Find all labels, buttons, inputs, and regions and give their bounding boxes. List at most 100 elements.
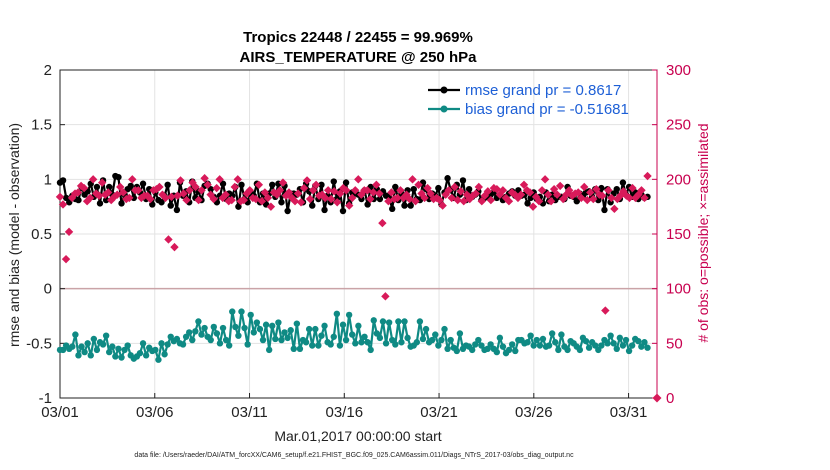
obs-count-point [498, 186, 508, 195]
bias-point [376, 334, 384, 342]
y-tick-label: 0.5 [31, 226, 52, 243]
obs-count-point [320, 193, 330, 203]
bias-point [558, 331, 565, 338]
rmse-point [158, 199, 165, 206]
bias-point [456, 330, 464, 337]
y-right-tick-label: 100 [666, 281, 691, 298]
obs-count-point [375, 189, 384, 198]
rmse-point [435, 184, 442, 192]
bias-point [90, 335, 98, 343]
bias-point [136, 349, 144, 357]
obs-count-point [468, 191, 477, 200]
obs-count-point [311, 180, 321, 189]
obs-count-point [580, 182, 589, 192]
bias-point [327, 341, 334, 348]
bias-point [555, 346, 562, 354]
obs-count-point [558, 194, 568, 204]
y-tick-label: 2 [44, 62, 52, 79]
obs-count-point [164, 235, 173, 244]
obs-count-point [299, 183, 309, 193]
obs-count-point [408, 175, 417, 184]
obs-count-point [323, 186, 333, 195]
obs-count-point [601, 306, 610, 315]
obs-count-point [143, 191, 152, 200]
bias-point [364, 339, 371, 346]
bias-point [416, 318, 424, 325]
obs-count-point [155, 182, 164, 192]
legend-bias-label: bias grand pr = -0.51681 [465, 101, 629, 118]
obs-count-point [275, 186, 285, 195]
bias-point [296, 345, 304, 352]
bias-point [290, 345, 297, 352]
obs-count-point [583, 195, 592, 205]
rmse-point [235, 203, 242, 210]
bias-point [69, 343, 76, 350]
bias-point [530, 342, 537, 349]
obs-count-point [263, 193, 273, 203]
obs-count-point [486, 195, 496, 205]
bias-point [235, 332, 242, 339]
bias-point [419, 335, 427, 343]
obs-count-point [146, 194, 155, 204]
rmse-point [524, 200, 531, 207]
bias-point [444, 345, 451, 352]
bias-point [435, 342, 442, 349]
bias-point [508, 341, 516, 348]
obs-count-point [423, 183, 432, 193]
obs-count-point [326, 194, 336, 204]
rmse-point [318, 181, 325, 188]
rmse-point [407, 202, 414, 209]
bias-point [247, 311, 254, 319]
bias-point [318, 332, 325, 339]
bias-point [305, 325, 313, 333]
obs-count-point [616, 191, 625, 200]
data-file-footnote: data file: /Users/raeder/DAI/ATM_forcXX/… [134, 452, 574, 459]
bias-point [253, 319, 261, 326]
x-tick-label: 03/11 [231, 404, 267, 421]
bias-point [158, 340, 165, 347]
bias-point [87, 352, 94, 359]
rmse-point [410, 185, 417, 193]
bias-point [287, 327, 294, 334]
obs-count-point [257, 197, 267, 206]
rmse-point [139, 180, 147, 187]
obs-count-point [332, 198, 342, 207]
bias-point [164, 341, 171, 348]
obs-count-point [167, 192, 176, 202]
obs-count-point [97, 178, 107, 187]
bias-point [142, 352, 150, 359]
obs-count-point [194, 195, 203, 205]
bias-point [185, 329, 193, 336]
rmse-point [96, 200, 104, 207]
rmse-point [167, 202, 174, 209]
bias-point [189, 336, 196, 344]
bias-point [265, 346, 273, 354]
rmse-point [358, 195, 365, 203]
obs-count-point [420, 193, 429, 203]
obs-count-point [85, 193, 95, 203]
bias-point [84, 340, 91, 347]
bias-point [321, 322, 328, 330]
rmse-point [127, 182, 134, 190]
bias-point [367, 346, 374, 354]
bias-point [475, 336, 482, 344]
y-right-tick-label: 0 [666, 390, 674, 407]
obs-count-point [55, 192, 65, 202]
bias-point [232, 323, 239, 331]
bias-point [413, 339, 421, 346]
y-right-tick-label: 250 [666, 117, 691, 134]
bias-point [72, 331, 79, 338]
bias-point [352, 340, 359, 347]
obs-count-point [450, 182, 459, 192]
obs-count-point [245, 186, 255, 195]
obs-count-point [336, 189, 345, 198]
legend-rmse-label: rmse grand pr = 0.8617 [465, 82, 621, 99]
obs-count-point [128, 175, 137, 184]
legend-bias-marker [440, 105, 448, 113]
obs-count-point [438, 201, 447, 210]
rmse-point [342, 179, 350, 186]
bias-point [192, 328, 199, 335]
bias-point [644, 344, 651, 351]
bias-point [342, 336, 350, 344]
bias-point [250, 329, 257, 336]
